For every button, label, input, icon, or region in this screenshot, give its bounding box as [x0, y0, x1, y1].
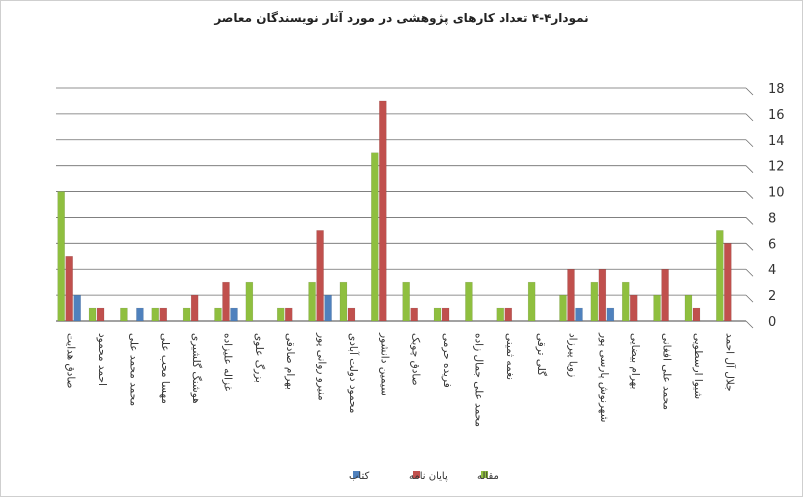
x-tick-label: هوشنگ گلشیری: [190, 333, 203, 404]
y-tick-label: 4: [768, 263, 776, 278]
gridline-edge: [745, 268, 754, 277]
gridline-edge: [745, 320, 754, 329]
gridline-edge: [745, 294, 754, 303]
legend-label: پایان نامه: [409, 471, 448, 482]
x-tick-label: شیوا ارسطویی: [692, 333, 704, 399]
bar: [339, 281, 348, 322]
bar: [598, 268, 607, 322]
x-tick-label: زویا پیرزاد: [567, 333, 579, 377]
bar: [504, 307, 513, 322]
x-tick-label: محمد علی جمال زاده: [472, 333, 484, 427]
bar: [230, 307, 238, 322]
legend-label: کتاب: [349, 471, 369, 482]
bar: [567, 268, 575, 322]
x-tick-label: بهرام بیضایی: [629, 333, 641, 389]
x-tick-label: جلال آل احمد: [723, 333, 736, 392]
bar: [527, 281, 536, 322]
x-tick-label: احمد محمود: [96, 333, 108, 386]
y-tick-label: 10: [768, 186, 785, 201]
bar: [190, 294, 199, 322]
gridline-edge: [745, 165, 754, 173]
bar: [402, 281, 410, 322]
bar: [316, 230, 324, 322]
bar: [151, 307, 160, 322]
legend-swatch: [413, 471, 420, 478]
gridline-edge: [745, 113, 754, 122]
bar: [559, 294, 567, 322]
gridline-edge: [745, 139, 754, 148]
chart-title: نمودار۴-۴ تعداد کارهای پژوهشی در مورد آث…: [214, 11, 589, 25]
bar: [57, 191, 65, 322]
gridline-edge: [745, 87, 754, 96]
x-tick-label: سیمین دانشور: [378, 332, 390, 396]
y-tick-label: 2: [768, 289, 776, 304]
bar: [324, 294, 332, 322]
x-tick-label: غزاله علیزاده: [222, 333, 234, 392]
legend-swatch: [353, 471, 360, 478]
bar: [96, 307, 105, 322]
x-tick-label: محمود دولت آبادی: [347, 333, 360, 413]
bar: [308, 281, 316, 322]
legend-swatch: [481, 471, 488, 478]
y-tick-label: 12: [768, 160, 785, 175]
y-tick-label: 16: [768, 108, 785, 123]
bar: [222, 281, 230, 322]
bar: [245, 281, 254, 322]
bar: [136, 307, 144, 322]
bar: [410, 307, 418, 322]
y-tick-label: 8: [768, 211, 776, 226]
x-tick-label: نغمه ثمینی: [504, 333, 516, 380]
y-tick-label: 0: [768, 315, 776, 330]
gridline-edge: [745, 243, 754, 251]
bar: [159, 307, 168, 322]
y-tick-label: 18: [768, 82, 785, 97]
x-tick-label: بزرگ علوی: [253, 333, 267, 383]
y-tick-label: 6: [768, 237, 776, 252]
x-tick-label: محمد محمد علی: [127, 333, 139, 406]
x-tick-label: صادق چوبک: [410, 333, 422, 386]
bar: [606, 307, 615, 322]
x-tick-label: شهرنوش پارسی پور: [598, 332, 610, 422]
x-tick-label: محمد علی افغانی: [661, 333, 673, 410]
y-tick-label: 14: [768, 134, 785, 149]
legend-label: مقاله: [477, 471, 499, 482]
bar: [120, 307, 128, 322]
bar: [214, 307, 222, 322]
bar: [684, 294, 693, 322]
x-tick-label: صادق هدایت: [65, 333, 77, 389]
bar: [88, 307, 97, 322]
bar: [65, 256, 73, 322]
bar: [496, 307, 505, 322]
x-tick-label: فریده حرمی: [441, 333, 453, 388]
bar: [621, 281, 630, 322]
bar: [347, 307, 356, 322]
x-tick-label: بهرام صادقی: [284, 333, 296, 390]
bar: [433, 307, 442, 322]
bar: [379, 100, 387, 322]
gridline-edge: [745, 217, 754, 225]
bar: [661, 268, 669, 322]
bar: [182, 307, 191, 322]
x-tick-label: منیرو روانی پور: [316, 332, 328, 401]
bar: [371, 152, 379, 322]
bar: [653, 294, 661, 322]
x-tick-label: مهسا محب علی: [159, 333, 171, 404]
x-tick-label: گلی ترقی: [535, 333, 548, 376]
bar: [276, 307, 285, 322]
bar: [692, 307, 701, 322]
bar: [284, 307, 293, 322]
bar: [441, 307, 450, 322]
bar: [465, 281, 473, 322]
gridline-edge: [745, 191, 754, 199]
bar: [575, 307, 583, 322]
bar: [629, 294, 638, 322]
bar: [73, 294, 81, 322]
bar: [590, 281, 599, 322]
bar: [716, 230, 724, 322]
bar: [724, 243, 732, 322]
